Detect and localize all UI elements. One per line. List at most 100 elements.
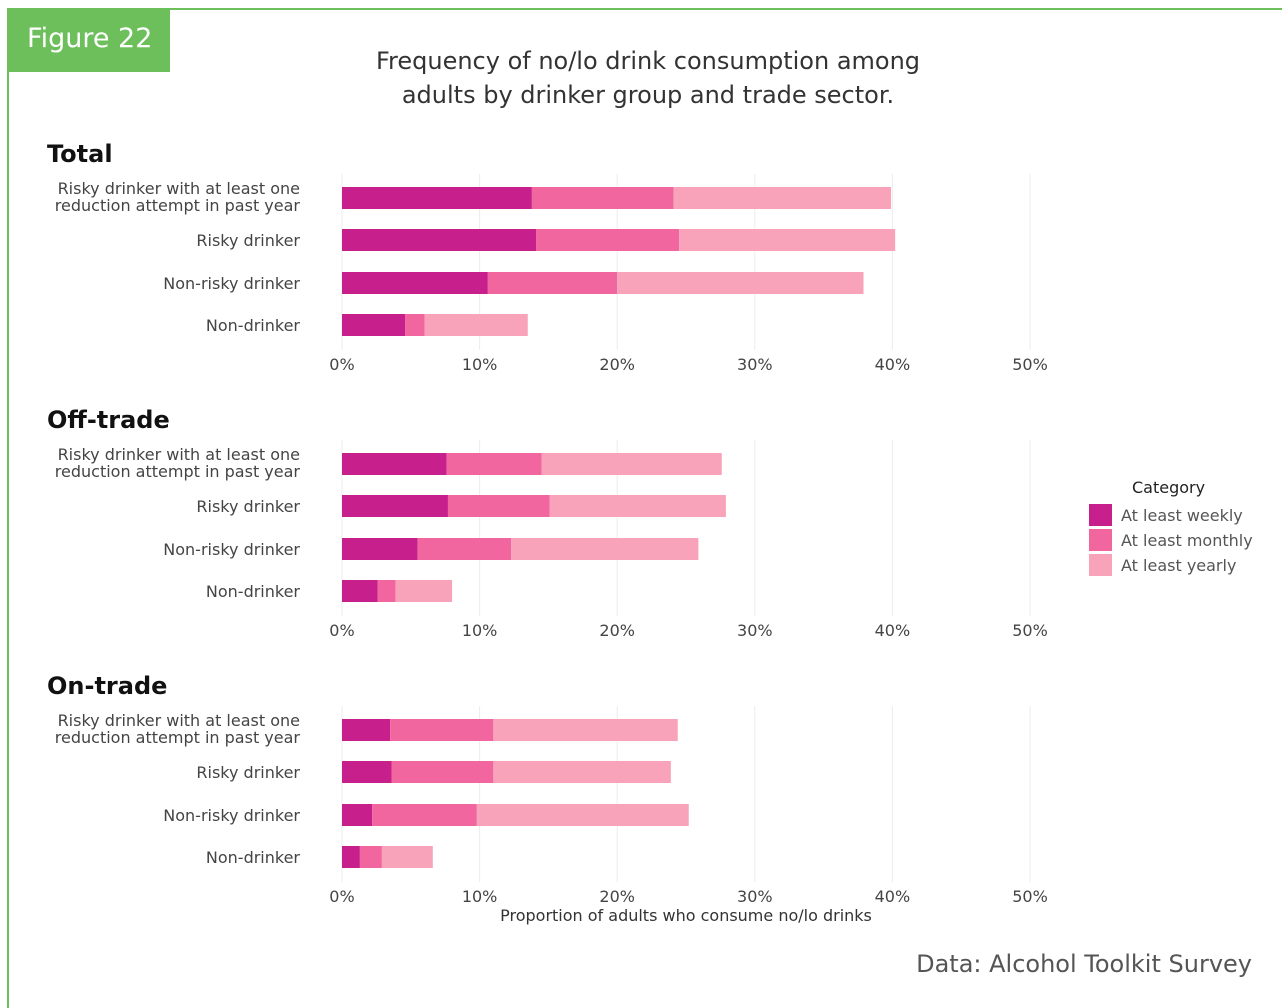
figure-frame [7,8,1282,1008]
category-label: Non-drinker [206,316,301,335]
legend-label: At least monthly [1121,531,1253,550]
category-label-line: Risky drinker [196,231,300,250]
legend-swatch [1089,504,1112,526]
bar-segment [549,495,726,517]
panel-2: On-trade Risky drinker with at least one r… [47,672,1048,906]
bar-segment [391,761,494,783]
bar-segment [342,187,532,209]
category-label-line: Risky drinker with at least one [58,179,300,198]
x-tick-label: 10% [462,621,498,640]
legend: Category At least weekly At least monthly A… [1089,478,1253,576]
category-label-line: reduction attempt in past year [55,196,301,215]
bar-segment [405,314,425,336]
bar-segment [673,187,892,209]
x-tick-label: 20% [599,355,635,374]
x-axis-label: Proportion of adults who consume no/lo d… [500,906,872,925]
bar-segment [493,761,671,783]
category-label: Risky drinker [196,231,300,250]
chart-title-line-2: adults by drinker group and trade sector… [401,81,895,109]
panel-0: Total Risky drinker with at least one redu… [47,140,1048,374]
panel-title: Off-trade [47,406,170,434]
chart-title: Frequency of no/lo drink consumption amo… [330,44,966,112]
bar-segment [342,538,418,560]
bar-segment [359,846,382,868]
category-label-line: reduction attempt in past year [55,728,301,747]
bar-segment [342,761,392,783]
bar-segment [536,229,680,251]
category-label-line: Risky drinker with at least one [58,711,300,730]
x-tick-label: 30% [737,355,773,374]
legend-label: At least weekly [1121,506,1243,525]
panel-1: Off-trade Risky drinker with at least one… [47,406,1048,640]
category-label-line: reduction attempt in past year [55,462,301,481]
category-label-line: Non-drinker [206,316,301,335]
bar-segment [424,314,528,336]
bar-segment [381,846,433,868]
category-label: Non-drinker [206,848,301,867]
bar-segment [679,229,896,251]
bar-segment [446,453,542,475]
bar-segment [342,846,360,868]
x-tick-label: 30% [737,887,773,906]
bar-segment [417,538,512,560]
x-tick-label: 50% [1012,621,1048,640]
x-tick-label: 20% [599,621,635,640]
category-label: Non-risky drinker [163,540,300,559]
category-label-line: Non-risky drinker [163,806,300,825]
category-label: Non-drinker [206,582,301,601]
category-label: Non-risky drinker [163,274,300,293]
x-tick-label: 40% [875,621,911,640]
x-tick-label: 10% [462,887,498,906]
category-label-line: Non-risky drinker [163,274,300,293]
bar-segment [487,272,618,294]
bar-segment [493,719,678,741]
x-tick-label: 0% [329,355,354,374]
bar-segment [342,804,373,826]
figure-label: Figure 22 [7,8,170,72]
chart-title-line-1: Frequency of no/lo drink consumption amo… [375,47,921,75]
x-tick-label: 10% [462,355,498,374]
x-tick-label: 50% [1012,887,1048,906]
bar-segment [342,580,378,602]
data-source: Data: Alcohol Toolkit Survey [916,950,1252,978]
bar-segment [390,719,494,741]
x-tick-label: 20% [599,887,635,906]
legend-title: Category [1132,478,1205,497]
category-label-line: Non-drinker [206,848,301,867]
bar-segment [511,538,699,560]
bar-segment [342,495,448,517]
category-label: Risky drinker with at least one reduction… [55,179,301,215]
bar-segment [395,580,453,602]
legend-label: At least yearly [1121,556,1236,575]
x-tick-label: 40% [875,887,911,906]
category-label: Non-risky drinker [163,806,300,825]
bar-segment [476,804,689,826]
category-label: Risky drinker with at least one reduction… [55,711,301,747]
bar-segment [342,229,537,251]
bar-segment [342,719,391,741]
x-tick-label: 0% [329,887,354,906]
x-tick-label: 50% [1012,355,1048,374]
bar-segment [377,580,396,602]
category-label-line: Risky drinker [196,763,300,782]
bar-segment [342,314,406,336]
bar-segment [342,272,488,294]
x-tick-label: 40% [875,355,911,374]
category-label-line: Risky drinker with at least one [58,445,300,464]
x-tick-label: 30% [737,621,773,640]
category-label: Risky drinker [196,763,300,782]
bar-segment [617,272,864,294]
bar-segment [447,495,550,517]
bar-segment [541,453,722,475]
panel-title: On-trade [47,672,167,700]
legend-swatch [1089,529,1112,551]
category-label-line: Non-risky drinker [163,540,300,559]
category-label: Risky drinker with at least one reduction… [55,445,301,481]
bar-segment [531,187,674,209]
bar-segment [342,453,447,475]
bar-segment [372,804,477,826]
x-tick-label: 0% [329,621,354,640]
category-label-line: Non-drinker [206,582,301,601]
legend-swatch [1089,554,1112,576]
